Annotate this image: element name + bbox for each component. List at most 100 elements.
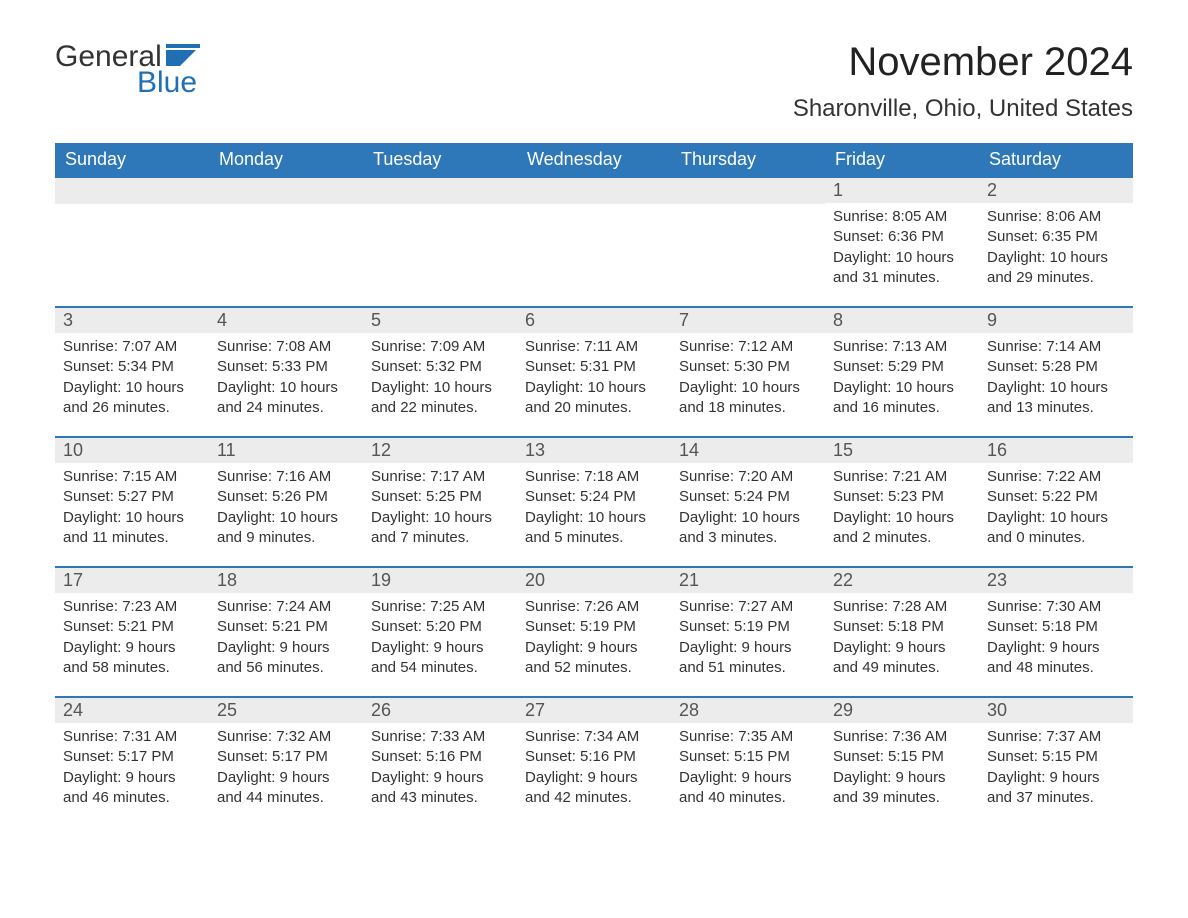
day-body: Sunrise: 7:37 AMSunset: 5:15 PMDaylight:… (979, 723, 1133, 812)
sunrise-text: Sunrise: 7:16 AM (217, 467, 355, 487)
daylight-text: Daylight: 9 hours and 56 minutes. (217, 638, 355, 679)
sunrise-text: Sunrise: 7:08 AM (217, 337, 355, 357)
day-body: Sunrise: 7:33 AMSunset: 5:16 PMDaylight:… (363, 723, 517, 812)
sunrise-text: Sunrise: 8:05 AM (833, 207, 971, 227)
daylight-text: Daylight: 10 hours and 26 minutes. (63, 378, 201, 419)
day-cell: 25Sunrise: 7:32 AMSunset: 5:17 PMDayligh… (209, 698, 363, 826)
sunset-text: Sunset: 5:24 PM (679, 487, 817, 507)
day-number: 13 (517, 438, 671, 463)
daylight-text: Daylight: 10 hours and 13 minutes. (987, 378, 1125, 419)
day-number: 21 (671, 568, 825, 593)
day-of-week-header: SundayMondayTuesdayWednesdayThursdayFrid… (55, 143, 1133, 176)
day-number: 19 (363, 568, 517, 593)
sunrise-text: Sunrise: 7:30 AM (987, 597, 1125, 617)
sunrise-text: Sunrise: 7:21 AM (833, 467, 971, 487)
day-body: Sunrise: 7:16 AMSunset: 5:26 PMDaylight:… (209, 463, 363, 552)
daylight-text: Daylight: 10 hours and 11 minutes. (63, 508, 201, 549)
day-number: 28 (671, 698, 825, 723)
logo: General Blue (55, 40, 200, 100)
daylight-text: Daylight: 10 hours and 0 minutes. (987, 508, 1125, 549)
daylight-text: Daylight: 10 hours and 5 minutes. (525, 508, 663, 549)
day-number: 30 (979, 698, 1133, 723)
sunset-text: Sunset: 5:21 PM (63, 617, 201, 637)
day-number: 18 (209, 568, 363, 593)
day-number: 3 (55, 308, 209, 333)
daylight-text: Daylight: 10 hours and 31 minutes. (833, 248, 971, 289)
day-body: Sunrise: 7:09 AMSunset: 5:32 PMDaylight:… (363, 333, 517, 422)
day-cell: 20Sunrise: 7:26 AMSunset: 5:19 PMDayligh… (517, 568, 671, 696)
sunset-text: Sunset: 5:17 PM (63, 747, 201, 767)
dow-cell: Sunday (55, 143, 209, 176)
sunset-text: Sunset: 5:28 PM (987, 357, 1125, 377)
day-cell: 3Sunrise: 7:07 AMSunset: 5:34 PMDaylight… (55, 308, 209, 436)
day-cell: 19Sunrise: 7:25 AMSunset: 5:20 PMDayligh… (363, 568, 517, 696)
day-cell (209, 178, 363, 306)
sunrise-text: Sunrise: 7:31 AM (63, 727, 201, 747)
sunset-text: Sunset: 5:15 PM (833, 747, 971, 767)
day-cell: 11Sunrise: 7:16 AMSunset: 5:26 PMDayligh… (209, 438, 363, 566)
day-number: 25 (209, 698, 363, 723)
day-number: 16 (979, 438, 1133, 463)
day-body: Sunrise: 7:18 AMSunset: 5:24 PMDaylight:… (517, 463, 671, 552)
day-body: Sunrise: 7:31 AMSunset: 5:17 PMDaylight:… (55, 723, 209, 812)
sunrise-text: Sunrise: 7:34 AM (525, 727, 663, 747)
sunset-text: Sunset: 5:34 PM (63, 357, 201, 377)
daylight-text: Daylight: 10 hours and 22 minutes. (371, 378, 509, 419)
day-cell: 24Sunrise: 7:31 AMSunset: 5:17 PMDayligh… (55, 698, 209, 826)
day-cell (55, 178, 209, 306)
sunrise-text: Sunrise: 7:11 AM (525, 337, 663, 357)
day-cell: 13Sunrise: 7:18 AMSunset: 5:24 PMDayligh… (517, 438, 671, 566)
sunrise-text: Sunrise: 7:09 AM (371, 337, 509, 357)
day-cell (517, 178, 671, 306)
day-cell: 12Sunrise: 7:17 AMSunset: 5:25 PMDayligh… (363, 438, 517, 566)
day-body: Sunrise: 7:32 AMSunset: 5:17 PMDaylight:… (209, 723, 363, 812)
day-cell: 30Sunrise: 7:37 AMSunset: 5:15 PMDayligh… (979, 698, 1133, 826)
daylight-text: Daylight: 9 hours and 42 minutes. (525, 768, 663, 809)
sunset-text: Sunset: 5:22 PM (987, 487, 1125, 507)
day-cell: 9Sunrise: 7:14 AMSunset: 5:28 PMDaylight… (979, 308, 1133, 436)
dow-cell: Wednesday (517, 143, 671, 176)
dow-cell: Saturday (979, 143, 1133, 176)
day-number: 2 (979, 178, 1133, 203)
sunset-text: Sunset: 5:24 PM (525, 487, 663, 507)
sunset-text: Sunset: 5:25 PM (371, 487, 509, 507)
day-number: 6 (517, 308, 671, 333)
sunrise-text: Sunrise: 7:33 AM (371, 727, 509, 747)
day-number: 1 (825, 178, 979, 203)
day-body: Sunrise: 7:27 AMSunset: 5:19 PMDaylight:… (671, 593, 825, 682)
sunrise-text: Sunrise: 7:36 AM (833, 727, 971, 747)
sunrise-text: Sunrise: 7:28 AM (833, 597, 971, 617)
sunset-text: Sunset: 5:19 PM (525, 617, 663, 637)
day-number (209, 178, 363, 204)
day-cell: 17Sunrise: 7:23 AMSunset: 5:21 PMDayligh… (55, 568, 209, 696)
location-text: Sharonville, Ohio, United States (793, 95, 1133, 123)
day-number: 23 (979, 568, 1133, 593)
day-body: Sunrise: 7:28 AMSunset: 5:18 PMDaylight:… (825, 593, 979, 682)
sunrise-text: Sunrise: 7:25 AM (371, 597, 509, 617)
daylight-text: Daylight: 9 hours and 54 minutes. (371, 638, 509, 679)
sunset-text: Sunset: 5:21 PM (217, 617, 355, 637)
daylight-text: Daylight: 9 hours and 40 minutes. (679, 768, 817, 809)
week-row: 3Sunrise: 7:07 AMSunset: 5:34 PMDaylight… (55, 306, 1133, 436)
daylight-text: Daylight: 9 hours and 39 minutes. (833, 768, 971, 809)
day-body: Sunrise: 7:36 AMSunset: 5:15 PMDaylight:… (825, 723, 979, 812)
header: General Blue November 2024 Sharonville, … (55, 40, 1133, 135)
daylight-text: Daylight: 9 hours and 37 minutes. (987, 768, 1125, 809)
month-title: November 2024 (793, 40, 1133, 85)
day-body: Sunrise: 7:25 AMSunset: 5:20 PMDaylight:… (363, 593, 517, 682)
sunset-text: Sunset: 5:19 PM (679, 617, 817, 637)
day-number: 29 (825, 698, 979, 723)
day-cell: 4Sunrise: 7:08 AMSunset: 5:33 PMDaylight… (209, 308, 363, 436)
sunrise-text: Sunrise: 7:24 AM (217, 597, 355, 617)
sunset-text: Sunset: 5:15 PM (679, 747, 817, 767)
sunset-text: Sunset: 5:31 PM (525, 357, 663, 377)
day-body: Sunrise: 7:23 AMSunset: 5:21 PMDaylight:… (55, 593, 209, 682)
sunset-text: Sunset: 5:18 PM (987, 617, 1125, 637)
dow-cell: Friday (825, 143, 979, 176)
day-number: 12 (363, 438, 517, 463)
day-cell: 10Sunrise: 7:15 AMSunset: 5:27 PMDayligh… (55, 438, 209, 566)
day-body: Sunrise: 7:08 AMSunset: 5:33 PMDaylight:… (209, 333, 363, 422)
sunset-text: Sunset: 6:36 PM (833, 227, 971, 247)
day-body: Sunrise: 7:21 AMSunset: 5:23 PMDaylight:… (825, 463, 979, 552)
day-body: Sunrise: 7:17 AMSunset: 5:25 PMDaylight:… (363, 463, 517, 552)
